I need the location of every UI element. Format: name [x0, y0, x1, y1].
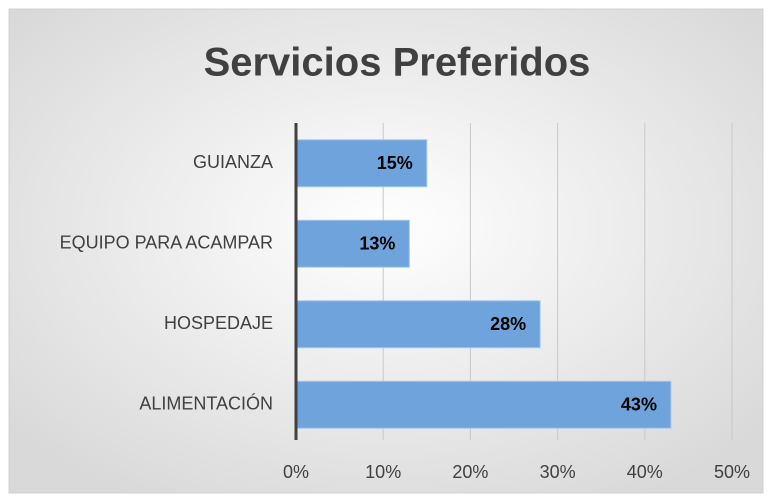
data-label: 28%	[490, 314, 526, 334]
x-tick-label: 10%	[365, 462, 401, 482]
y-tick-label: HOSPEDAJE	[164, 313, 273, 333]
x-tick-label: 20%	[452, 462, 488, 482]
data-label: 15%	[377, 153, 413, 173]
chart-title: Servicios Preferidos	[204, 41, 591, 85]
y-tick-label: EQUIPO PARA ACAMPAR	[60, 233, 273, 253]
data-label: 43%	[621, 395, 657, 415]
y-tick-label: ALIMENTACIÓN	[139, 393, 273, 414]
bar	[295, 219, 410, 268]
y-tick-label: GUIANZA	[193, 152, 273, 172]
x-tick-label: 40%	[627, 462, 663, 482]
data-label: 13%	[359, 234, 395, 254]
x-tick-label: 50%	[714, 462, 750, 482]
x-tick-label: 30%	[540, 462, 576, 482]
bar	[295, 380, 672, 429]
bar	[295, 300, 541, 349]
x-tick-label: 0%	[283, 462, 309, 482]
